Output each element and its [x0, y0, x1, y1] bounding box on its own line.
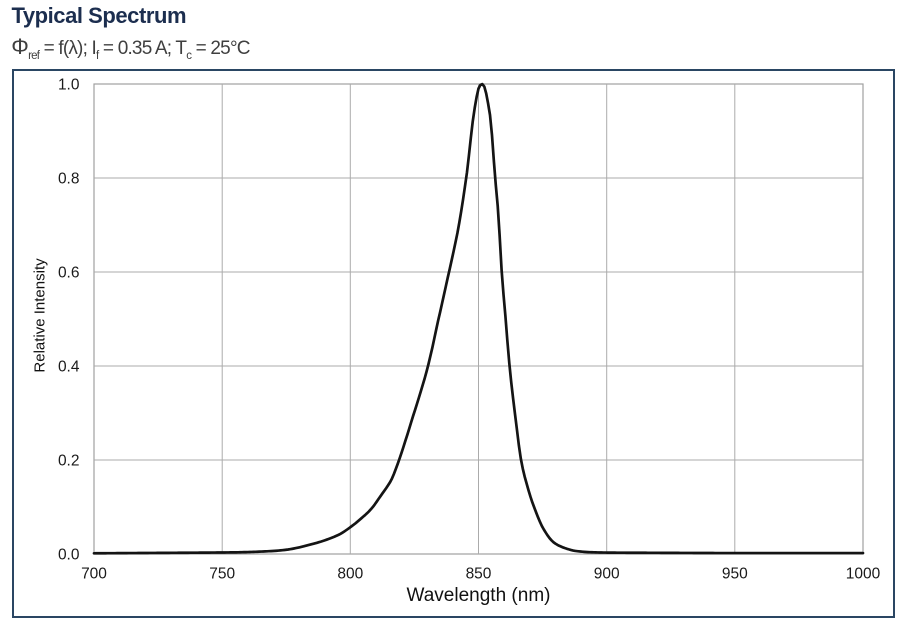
svg-text:800: 800 [337, 566, 363, 583]
svg-text:Φref = f(λ); If = 0.35 A; Tc =: Φref = f(λ); If = 0.35 A; Tc = 25°C [11, 34, 249, 62]
svg-text:Wavelength (nm): Wavelength (nm) [407, 585, 551, 606]
svg-text:750: 750 [209, 566, 235, 583]
svg-text:0.4: 0.4 [58, 359, 80, 376]
svg-text:850: 850 [466, 566, 492, 583]
svg-text:0.6: 0.6 [58, 265, 80, 282]
svg-text:0.2: 0.2 [58, 453, 80, 470]
svg-text:Relative Intensity: Relative Intensity [32, 258, 49, 373]
svg-text:1.0: 1.0 [58, 77, 80, 94]
svg-text:0.8: 0.8 [58, 171, 80, 188]
svg-text:900: 900 [594, 566, 620, 583]
svg-text:700: 700 [81, 566, 107, 583]
svg-text:Typical Spectrum: Typical Spectrum [12, 3, 187, 28]
svg-text:950: 950 [722, 566, 748, 583]
svg-text:0.0: 0.0 [58, 547, 80, 564]
svg-text:1000: 1000 [846, 566, 881, 583]
